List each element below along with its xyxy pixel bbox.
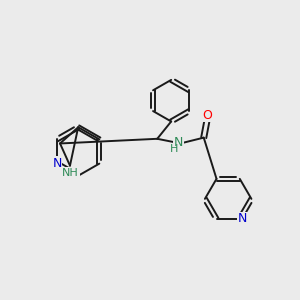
Text: N: N [237,212,247,225]
Text: N: N [174,136,183,149]
Text: NH: NH [62,168,79,178]
Text: N: N [52,157,62,170]
Text: H: H [170,144,178,154]
Text: O: O [202,109,212,122]
